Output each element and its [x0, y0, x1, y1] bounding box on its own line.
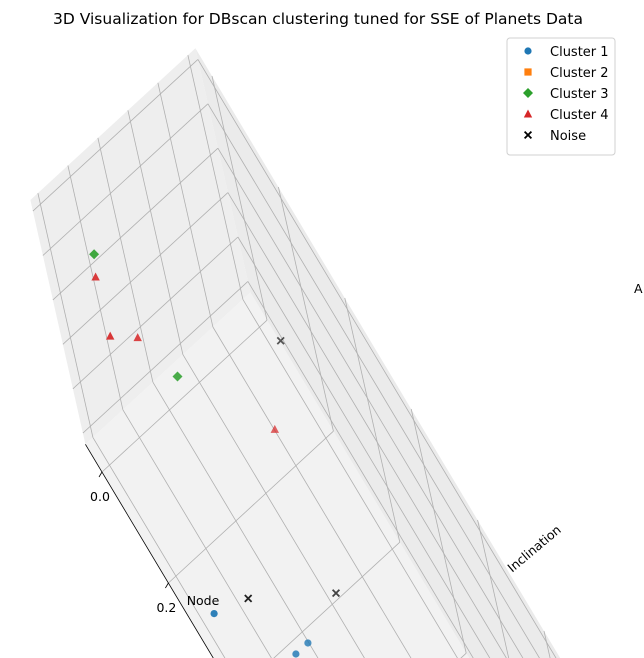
data-point — [172, 371, 183, 382]
gridline-x — [101, 319, 268, 473]
gridline-z — [207, 103, 540, 658]
x-tick — [98, 471, 103, 478]
data-point — [276, 336, 285, 345]
gridline-x — [168, 430, 334, 584]
legend-label: Cluster 3 — [550, 87, 609, 102]
gridline-y — [122, 409, 272, 658]
data-point — [89, 249, 100, 260]
x-axis-label: Node — [187, 593, 220, 608]
tick-marks — [85, 444, 214, 658]
data-point — [91, 272, 100, 281]
gridline-y — [92, 437, 226, 658]
gridline-y — [127, 110, 184, 355]
gridline-z — [197, 59, 557, 658]
gridline-y — [182, 354, 365, 658]
gridline-x — [477, 519, 510, 658]
pane-back — [195, 48, 561, 658]
legend-label: Noise — [550, 129, 586, 144]
gridline-x — [278, 186, 334, 432]
data-point — [304, 639, 312, 647]
data-point — [106, 331, 115, 340]
legend-label: Cluster 1 — [550, 45, 609, 60]
gridline-z — [227, 192, 507, 658]
legend-marker — [524, 47, 532, 55]
gridline-z — [82, 281, 249, 434]
x-tick-label: 0.2 — [156, 600, 176, 615]
legend-marker — [523, 109, 533, 118]
gridline-y — [152, 381, 319, 658]
legend-label: Cluster 4 — [550, 108, 609, 123]
legend-box — [506, 37, 616, 156]
gridline-y — [37, 193, 94, 438]
gridline-x — [410, 408, 467, 654]
gridline-z — [72, 236, 239, 390]
data-point — [292, 650, 300, 658]
x-tick-label: 0.0 — [90, 489, 110, 504]
legend-label: Cluster 2 — [550, 66, 609, 81]
legend: Cluster 1 Cluster 2 Cluster 3 Cluster 4 Nois… — [506, 37, 616, 156]
data-point — [270, 424, 279, 433]
gridline-z — [52, 147, 219, 301]
gridline-z — [247, 281, 474, 658]
gridline-x — [344, 297, 401, 543]
gridline-z — [217, 147, 524, 658]
x-tick — [165, 582, 169, 589]
legend-marker — [523, 130, 533, 140]
data-point — [331, 589, 341, 598]
y-axis-label: Inclination — [504, 522, 563, 575]
chart-title: 3D Visualization for DBscan clustering t… — [53, 10, 583, 28]
gridline-y — [97, 137, 154, 383]
legend-marker — [524, 68, 532, 76]
gridline-z — [42, 103, 209, 256]
gridline-z — [237, 236, 491, 658]
data-point — [210, 610, 218, 618]
data-points — [89, 249, 341, 658]
gridline-y — [242, 299, 458, 658]
gridline-z — [32, 59, 199, 212]
gridline-z — [62, 192, 229, 345]
pane-left — [30, 48, 251, 445]
gridline-y — [157, 82, 214, 328]
gridline-x — [273, 541, 401, 658]
gridline-x — [211, 75, 268, 321]
data-point — [244, 594, 253, 603]
legend-marker — [523, 88, 533, 98]
gridline-y — [67, 165, 124, 410]
x-axis-line — [85, 444, 214, 658]
z-axis-label: A — [634, 281, 643, 296]
gridline-y — [187, 55, 244, 300]
data-point — [133, 333, 142, 342]
